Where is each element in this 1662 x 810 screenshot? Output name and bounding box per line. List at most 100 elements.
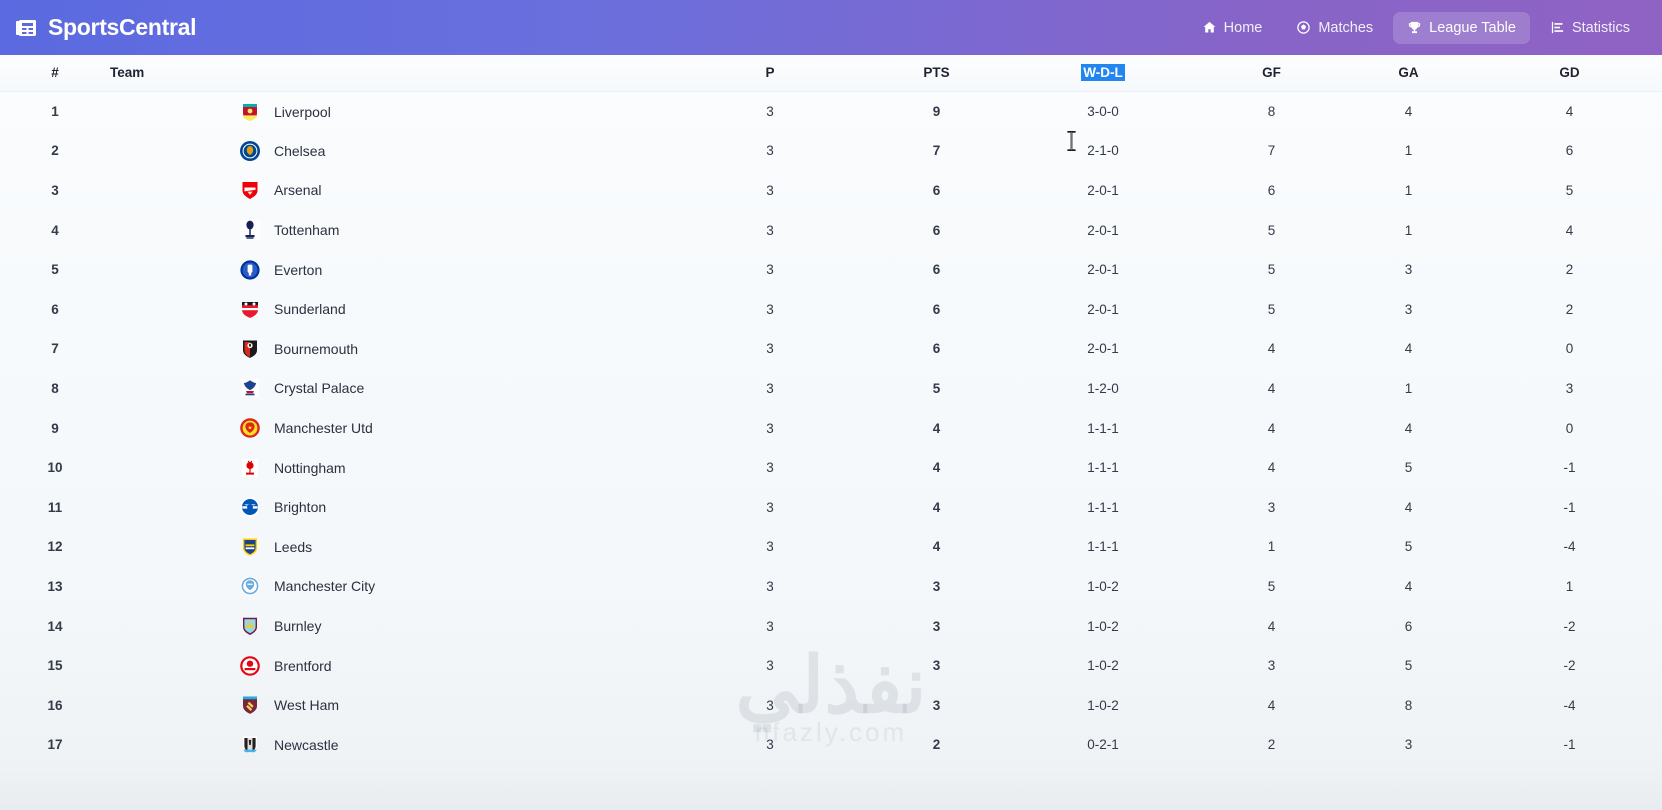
cell-team: Burnley — [110, 606, 670, 646]
table-row[interactable]: 8 Crystal Palace 3 5 1-2-0 4 1 3 — [0, 369, 1662, 409]
table-row[interactable]: 13 Manchester City 3 3 1-0-2 5 4 1 — [0, 567, 1662, 607]
cell-wdl: 2-0-1 — [1087, 182, 1119, 198]
team-name: Newcastle — [274, 736, 339, 753]
cell-goal-diff: 3 — [1565, 380, 1574, 396]
cell-goal-diff: 6 — [1565, 143, 1574, 159]
cell-wdl: 2-0-1 — [1087, 341, 1119, 357]
table-row[interactable]: 15 Brentford 3 3 1-0-2 3 5 -2 — [0, 646, 1662, 686]
cell-points: 9 — [932, 104, 941, 120]
cell-goals-against: 6 — [1404, 618, 1413, 634]
cell-goals-against: 4 — [1404, 104, 1413, 120]
nav-item-matches[interactable]: Matches — [1282, 12, 1387, 44]
league-table-container: نفذلي nfazly.com # Team P PTS W-D-L GF G… — [0, 55, 1662, 810]
cell-points: 6 — [932, 262, 941, 278]
table-row[interactable]: 1 Liverpool 3 9 3-0-0 8 4 4 — [0, 92, 1662, 132]
cell-wdl: 1-1-1 — [1087, 539, 1119, 555]
cell-rank: 10 — [47, 460, 63, 476]
standings-table: # Team P PTS W-D-L GF GA GD 1 Liverpool 3 9… — [0, 55, 1662, 765]
cell-goals-for: 2 — [1267, 737, 1276, 753]
cell-wdl: 1-0-2 — [1087, 697, 1119, 713]
header-goal-diff[interactable]: GD — [1477, 55, 1662, 92]
west-ham-crest — [238, 693, 262, 717]
header-goals-for[interactable]: GF — [1203, 55, 1340, 92]
cell-team: Everton — [110, 250, 670, 290]
cell-rank: 8 — [51, 380, 59, 396]
table-row[interactable]: 4 Tottenham 3 6 2-0-1 5 1 4 — [0, 210, 1662, 250]
brentford-crest — [238, 654, 262, 678]
cell-points: 6 — [932, 301, 941, 317]
table-row[interactable]: 16 West Ham 3 3 1-0-2 4 8 -4 — [0, 685, 1662, 725]
cell-points: 6 — [932, 182, 941, 198]
leeds-crest — [238, 535, 262, 559]
nottingham-crest — [238, 456, 262, 480]
cell-points: 4 — [932, 539, 941, 555]
cell-wdl: 2-1-0 — [1087, 143, 1119, 159]
table-row[interactable]: 14 Burnley 3 3 1-0-2 4 6 -2 — [0, 606, 1662, 646]
tottenham-crest — [238, 218, 262, 242]
team-name: Nottingham — [274, 459, 346, 476]
team-name: Sunderland — [274, 301, 346, 318]
cell-team: Newcastle — [110, 725, 670, 765]
cell-points: 3 — [932, 697, 941, 713]
cell-team: Tottenham — [110, 210, 670, 250]
header-wdl[interactable]: W-D-L — [1003, 55, 1203, 92]
cell-goal-diff: -1 — [1563, 460, 1576, 476]
cell-wdl: 1-1-1 — [1087, 420, 1119, 436]
table-row[interactable]: 5 Everton 3 6 2-0-1 5 3 2 — [0, 250, 1662, 290]
cell-goals-for: 5 — [1267, 301, 1276, 317]
header-points[interactable]: PTS — [870, 55, 1003, 92]
table-row[interactable]: 3 Arsenal 3 6 2-0-1 6 1 5 — [0, 171, 1662, 211]
cell-goal-diff: 0 — [1565, 420, 1574, 436]
cell-goal-diff: 5 — [1565, 182, 1574, 198]
cell-wdl: 1-1-1 — [1087, 499, 1119, 515]
cell-goals-for: 5 — [1267, 578, 1276, 594]
cell-goals-against: 4 — [1404, 341, 1413, 357]
cell-rank: 9 — [51, 420, 59, 436]
cell-points: 3 — [932, 618, 941, 634]
team-name: Brighton — [274, 499, 327, 516]
team-name: Bournemouth — [274, 340, 359, 357]
cell-team: Sunderland — [110, 289, 670, 329]
table-row[interactable]: 7 Bournemouth 3 6 2-0-1 4 4 0 — [0, 329, 1662, 369]
table-row[interactable]: 9 Manchester Utd 3 4 1-1-1 4 4 0 — [0, 408, 1662, 448]
cell-wdl: 1-0-2 — [1087, 658, 1119, 674]
cell-goals-for: 6 — [1267, 182, 1276, 198]
cell-goals-against: 3 — [1404, 301, 1413, 317]
bournemouth-crest — [238, 337, 262, 361]
cell-rank: 4 — [51, 222, 59, 238]
header-rank[interactable]: # — [0, 55, 110, 92]
cell-goals-for: 7 — [1267, 143, 1276, 159]
cell-rank: 7 — [51, 341, 59, 357]
crystal-palace-crest — [238, 376, 262, 400]
header-wdl-selected-text[interactable]: W-D-L — [1081, 64, 1125, 81]
table-row[interactable]: 6 Sunderland 3 6 2-0-1 5 3 2 — [0, 289, 1662, 329]
cell-wdl: 2-0-1 — [1087, 262, 1119, 278]
cell-wdl: 3-0-0 — [1087, 104, 1119, 120]
cell-team: Manchester City — [110, 567, 670, 607]
cell-played: 3 — [766, 578, 774, 594]
nav-item-statistics[interactable]: Statistics — [1536, 12, 1644, 44]
nav-item-home[interactable]: Home — [1188, 12, 1277, 44]
table-row[interactable]: 12 Leeds 3 4 1-1-1 1 5 -4 — [0, 527, 1662, 567]
cell-played: 3 — [766, 697, 774, 713]
table-row[interactable]: 2 Chelsea 3 7 2-1-0 7 1 6 — [0, 131, 1662, 171]
cell-goal-diff: -1 — [1563, 737, 1576, 753]
nav-item-league-table[interactable]: League Table — [1393, 11, 1530, 44]
cell-goal-diff: -4 — [1563, 697, 1576, 713]
header-goals-against[interactable]: GA — [1340, 55, 1477, 92]
header-team[interactable]: Team — [110, 55, 670, 92]
table-row[interactable]: 10 Nottingham 3 4 1-1-1 4 5 -1 — [0, 448, 1662, 488]
table-row[interactable]: 11 Brighton 3 4 1-1-1 3 4 -1 — [0, 487, 1662, 527]
table-row[interactable]: 17 Newcastle 3 2 0-2-1 2 3 -1 — [0, 725, 1662, 765]
manchester-city-crest — [238, 574, 262, 598]
cell-goals-against: 4 — [1404, 420, 1413, 436]
cell-goals-for: 5 — [1267, 222, 1276, 238]
cell-played: 3 — [766, 222, 774, 238]
cell-team: Manchester Utd — [110, 408, 670, 448]
home-icon — [1202, 20, 1217, 35]
header-played[interactable]: P — [670, 55, 870, 92]
manchester-utd-crest — [238, 416, 262, 440]
cell-goals-against: 5 — [1404, 658, 1413, 674]
brand-logo[interactable]: SportsCentral — [14, 14, 196, 41]
cell-rank: 3 — [51, 182, 59, 198]
